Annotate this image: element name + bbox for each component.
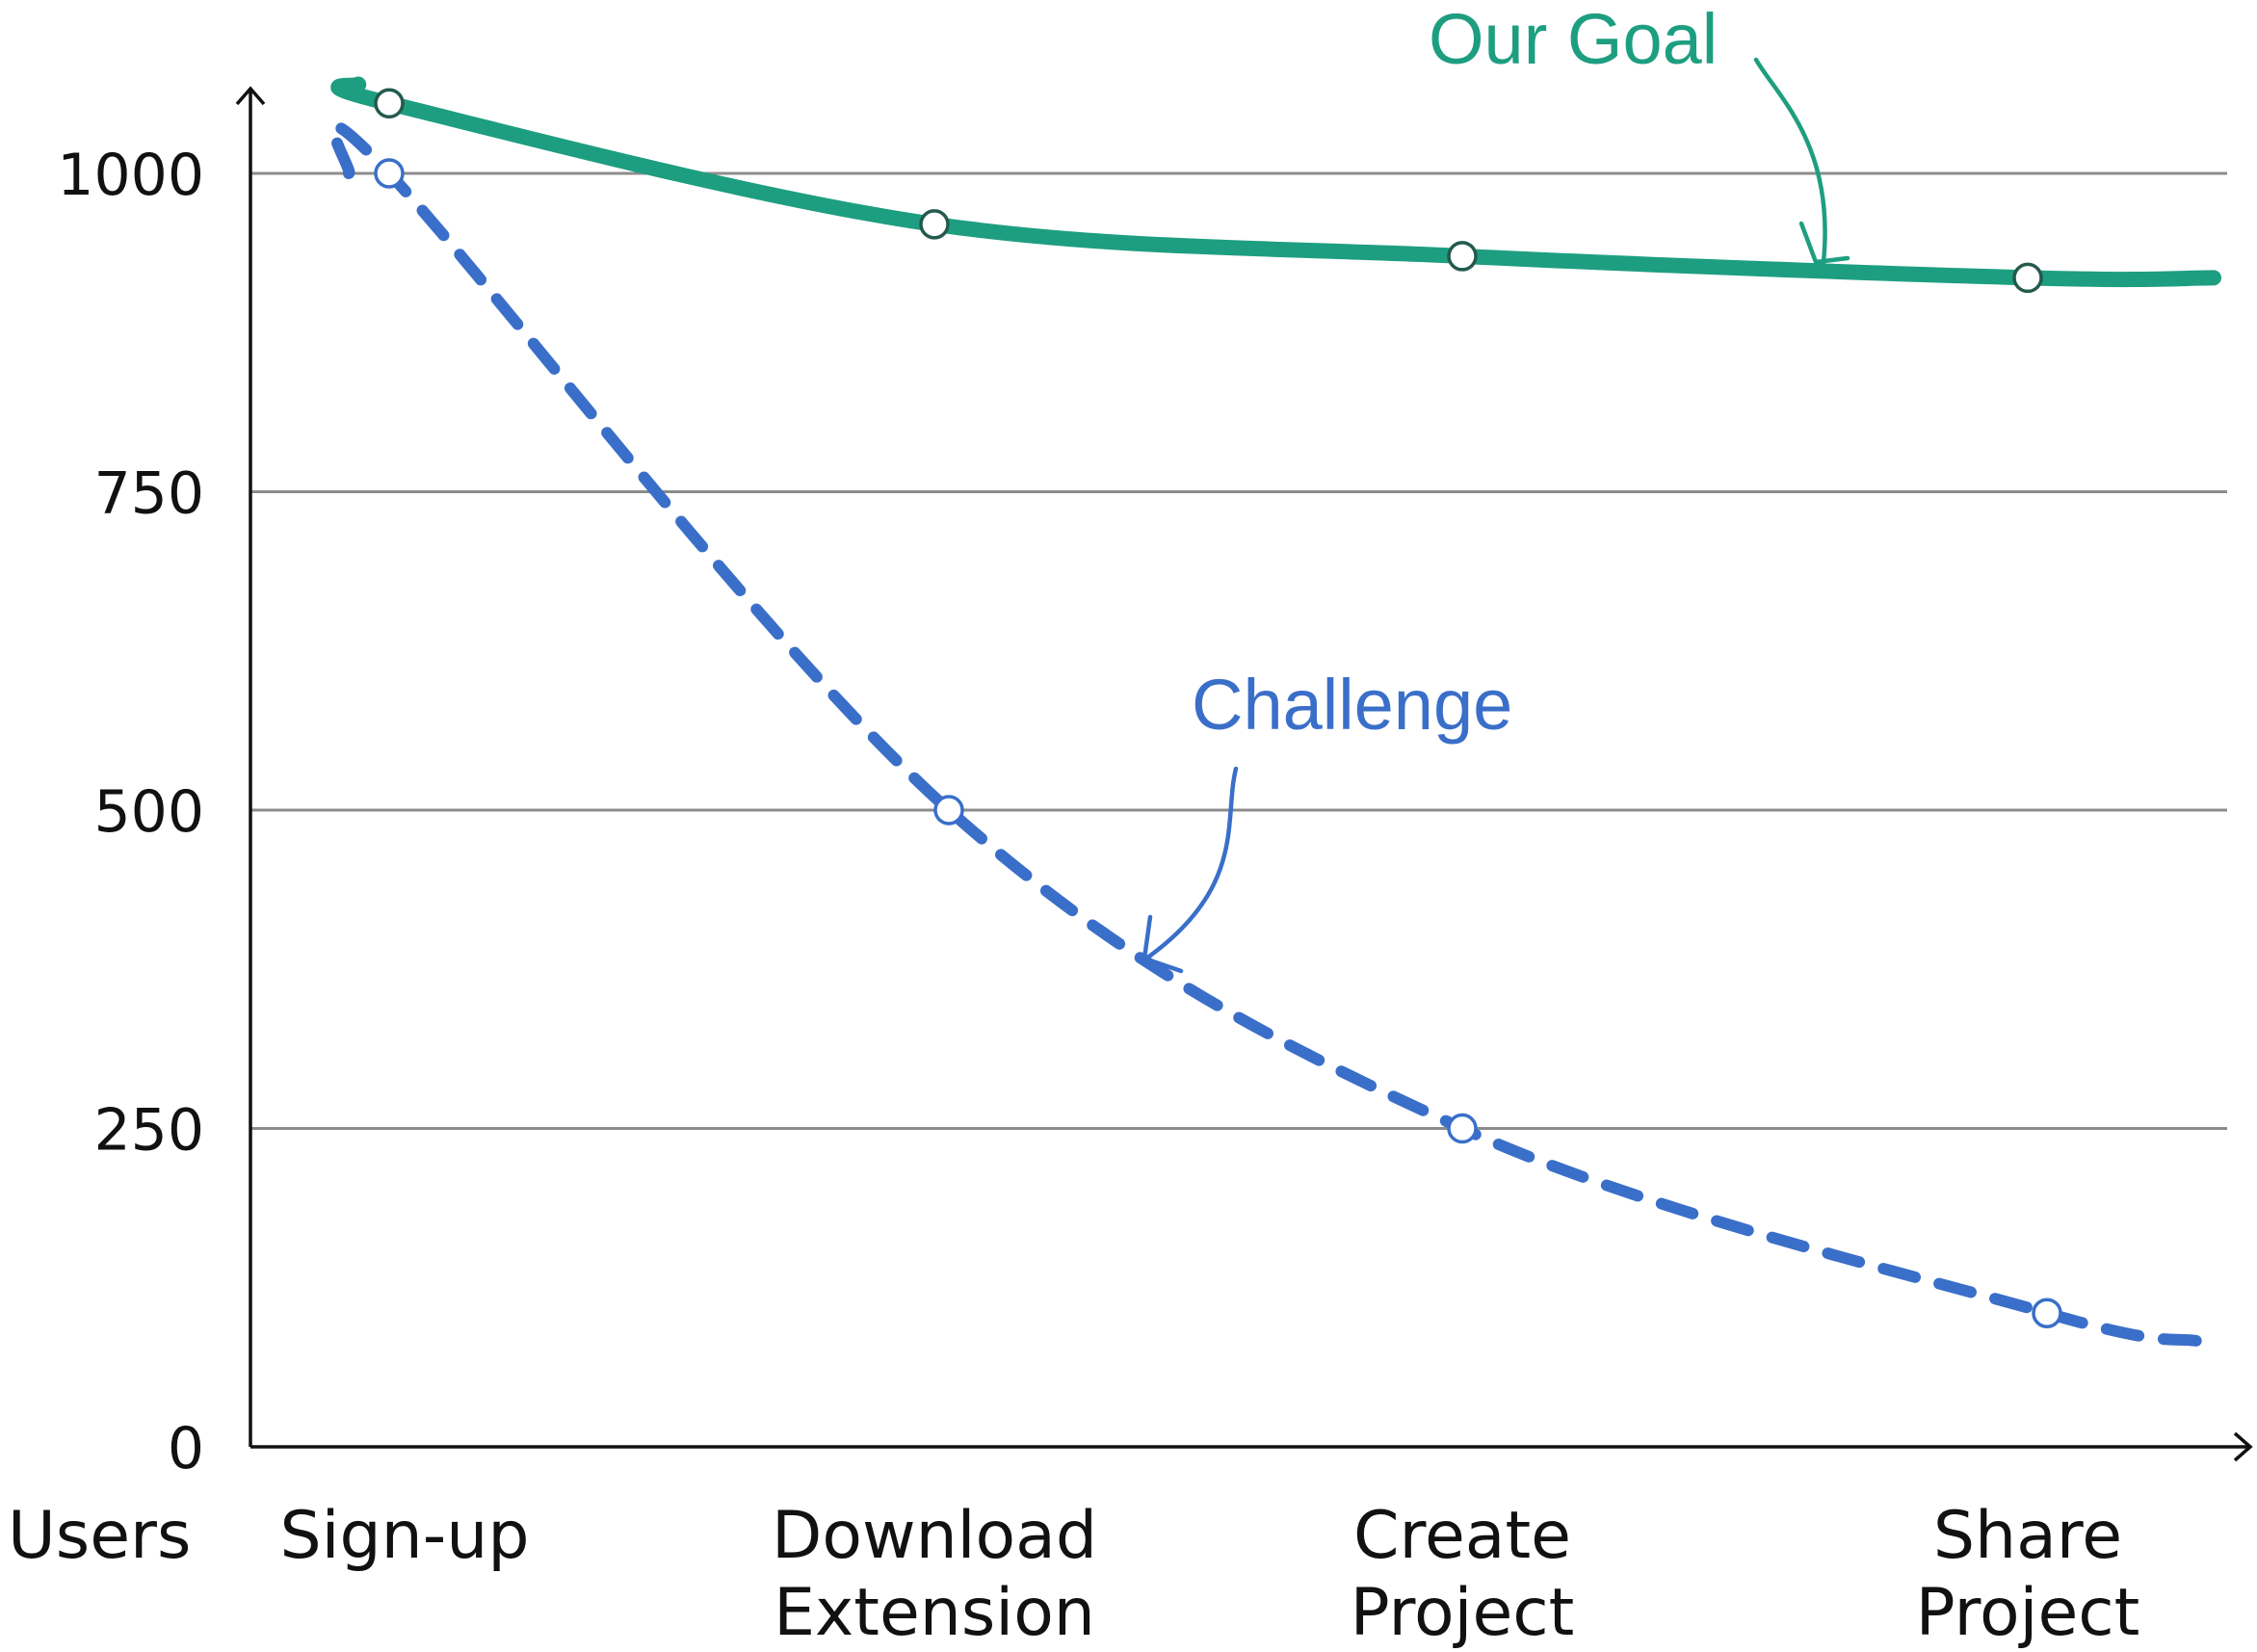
y-tick-label: 250 [93,1097,204,1165]
y-tick-label: 1000 [57,142,204,209]
annotations: Our Goal Challenge [1142,0,1850,974]
x-axis [250,1431,2253,1462]
series-lines [328,76,2221,1348]
legend-label-challenge: Challenge [1192,665,1512,745]
axis-labels: Users 0 250 500 750 1000 Sign-up Download Exten… [8,142,2139,1651]
data-point [2032,1298,2062,1328]
annotation-arrow-our-goal [1753,57,1850,265]
legend-label-our-goal: Our Goal [1429,0,1718,79]
x-tick-label: Share Project [1916,1498,2140,1651]
y-axis-label: Users [8,1498,191,1574]
x-tick-label: Sign-up [279,1498,529,1574]
data-point [1447,1113,1478,1144]
annotation-arrow-challenge [1142,766,1239,974]
y-tick-label: 750 [93,460,204,528]
x-tick-label: Download Extension [772,1498,1097,1651]
data-point [1447,241,1478,272]
y-tick-label: 0 [168,1415,204,1482]
data-point [919,209,950,240]
data-point [374,88,405,119]
data-point [2012,262,2043,294]
y-axis [235,86,266,1447]
y-tick-label: 500 [93,778,204,846]
data-point [933,795,964,826]
data-point [374,158,405,189]
gridlines [250,171,2227,1130]
x-tick-label: Create Project [1351,1498,1575,1651]
series-line-our-goal [330,76,2221,288]
axes [235,86,2253,1462]
